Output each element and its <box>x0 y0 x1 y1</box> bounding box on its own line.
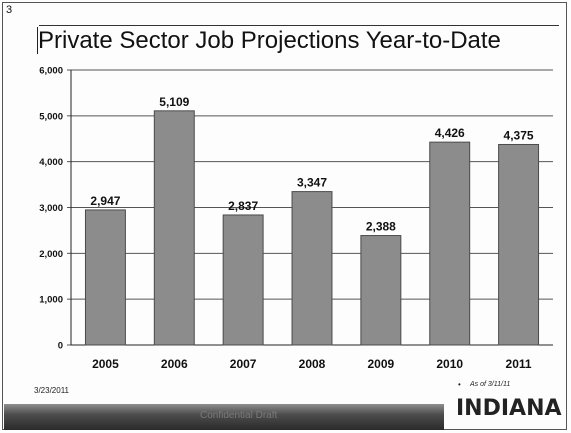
y-tick-label: 6,000 <box>39 66 63 77</box>
data-label: 3,347 <box>297 176 327 190</box>
data-label: 4,375 <box>504 128 534 142</box>
bar <box>153 110 195 346</box>
y-tick-label: 5,000 <box>39 111 63 122</box>
y-tick-label: 0 <box>58 341 63 352</box>
x-tick-label: 2010 <box>436 357 463 371</box>
page-number: 3 <box>6 4 13 16</box>
indiana-logo: INDIANA <box>456 396 562 421</box>
data-label: 4,426 <box>435 126 465 140</box>
data-label: 2,388 <box>366 220 396 234</box>
bar <box>498 143 540 346</box>
y-tick-label: 2,000 <box>39 249 63 260</box>
title-cursor-mark <box>37 27 38 54</box>
data-label: 5,109 <box>159 95 189 109</box>
x-tick-label: 2009 <box>368 357 395 371</box>
chart-title: Private Sector Job Projections Year-to-D… <box>38 27 501 54</box>
x-tick-label: 2007 <box>230 357 257 371</box>
footnote-bullet: • <box>458 380 461 389</box>
bar <box>291 191 333 346</box>
data-label: 2,837 <box>228 199 258 213</box>
y-tick-label: 4,000 <box>39 157 63 168</box>
y-tick-label: 1,000 <box>39 295 63 306</box>
x-tick-label: 2008 <box>299 357 326 371</box>
footer-date: 3/23/2011 <box>34 386 69 395</box>
bar <box>360 235 402 346</box>
data-label: 2,947 <box>90 194 120 208</box>
x-tick-label: 2006 <box>161 357 188 371</box>
bar <box>222 214 264 346</box>
footer-banner-label: Confidential Draft <box>200 410 278 421</box>
title-rule <box>39 25 559 26</box>
bar <box>429 141 471 346</box>
x-tick-label: 2011 <box>506 357 532 371</box>
y-tick-label: 3,000 <box>39 203 63 214</box>
footer-banner <box>4 404 444 430</box>
bar <box>84 209 126 346</box>
x-tick-label: 2005 <box>92 357 119 371</box>
footnote: As of 3/11/11 <box>470 381 511 388</box>
